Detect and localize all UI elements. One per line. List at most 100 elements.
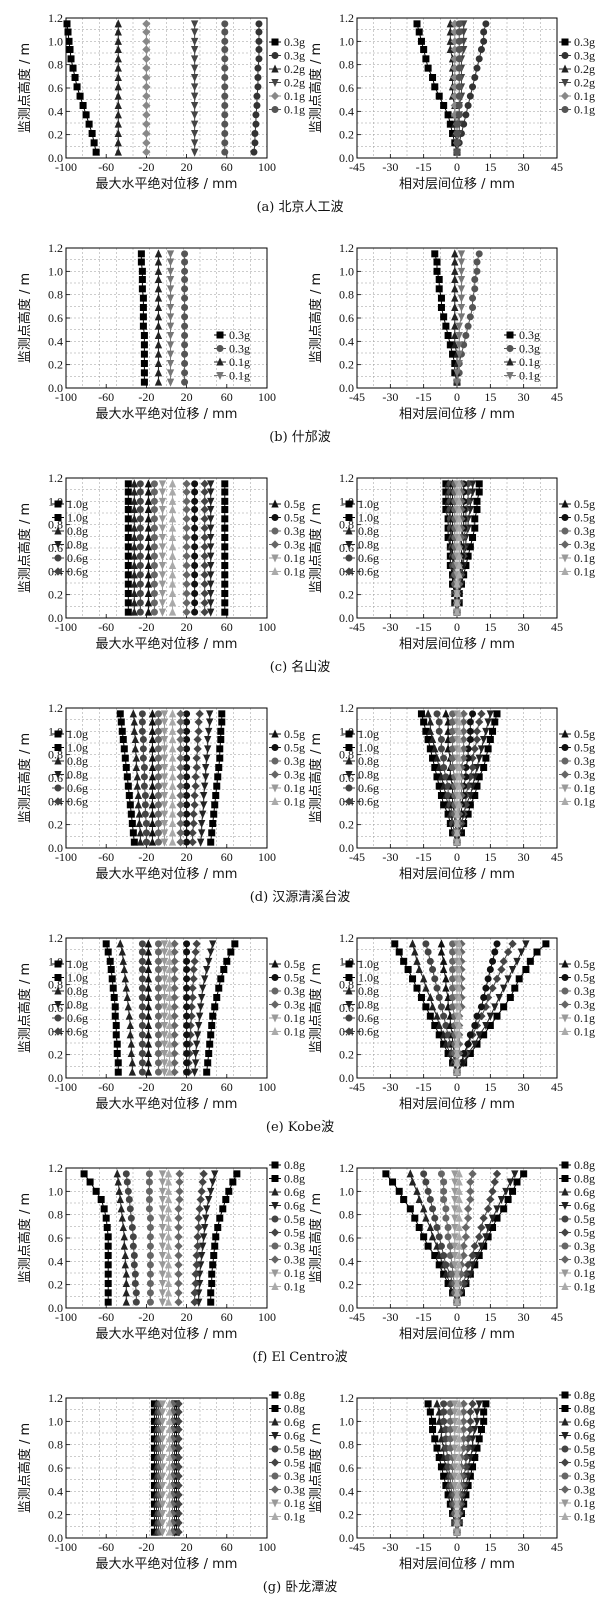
data-point bbox=[138, 948, 146, 956]
chart-panel-a-rel: -45 -30 -15 0 15 30 450.00.20.40.60.81.01.2相对层… bbox=[308, 11, 595, 192]
data-point bbox=[457, 250, 466, 259]
data-point bbox=[207, 838, 215, 846]
data-point bbox=[255, 28, 263, 36]
data-point bbox=[191, 608, 199, 616]
data-point bbox=[168, 717, 177, 726]
legend-entry: 0.6g bbox=[559, 1185, 595, 1199]
data-point bbox=[138, 1012, 146, 1020]
legend-swatch-marker bbox=[271, 566, 279, 576]
legend-label: 1.0g bbox=[67, 741, 88, 755]
data-point bbox=[482, 1021, 490, 1031]
data-point bbox=[209, 1012, 217, 1020]
x-tick-label: -15 bbox=[416, 620, 432, 634]
legend-entry: 0.3g bbox=[269, 49, 305, 63]
legend-label: 0.6g bbox=[358, 551, 379, 565]
data-point bbox=[139, 294, 147, 302]
data-point bbox=[130, 1252, 138, 1260]
legend-label: 0.5g bbox=[574, 741, 595, 755]
x-tick-label: -100 bbox=[55, 160, 77, 174]
data-point bbox=[455, 1407, 463, 1416]
series-0-5g-6 bbox=[144, 479, 153, 616]
x-tick-label: 60 bbox=[221, 160, 233, 174]
data-point bbox=[466, 718, 474, 726]
data-point bbox=[114, 72, 122, 81]
legend-entry: 0.1g bbox=[214, 355, 250, 369]
x-tick-label: 60 bbox=[221, 1310, 233, 1324]
legend-swatch-marker bbox=[270, 91, 280, 101]
data-point bbox=[204, 1059, 212, 1067]
data-point bbox=[469, 533, 477, 541]
legend-entry: 0.1g bbox=[559, 781, 595, 795]
legend-swatch-marker bbox=[561, 796, 569, 806]
x-axis-label: 最大水平绝对位移 / mm bbox=[96, 636, 238, 652]
y-tick-label: 0.0 bbox=[339, 611, 354, 625]
data-point bbox=[200, 505, 209, 514]
legend-swatch-marker bbox=[271, 1472, 279, 1480]
data-point bbox=[128, 819, 136, 827]
data-point bbox=[181, 285, 189, 293]
data-point bbox=[124, 543, 132, 551]
data-point bbox=[190, 120, 199, 129]
y-tick-label: 1.2 bbox=[48, 931, 63, 945]
data-point bbox=[511, 1170, 519, 1179]
data-point bbox=[154, 312, 163, 321]
series-0-5g-5 bbox=[174, 1399, 183, 1537]
data-point bbox=[176, 819, 185, 828]
data-point bbox=[469, 83, 477, 91]
legend-label: 0.8g bbox=[67, 768, 88, 782]
data-point bbox=[455, 1462, 463, 1471]
data-point bbox=[225, 1187, 233, 1195]
data-point bbox=[451, 1444, 459, 1453]
data-point bbox=[451, 1178, 459, 1187]
data-point bbox=[183, 1012, 191, 1020]
data-point bbox=[182, 561, 191, 570]
legend-label: 0.6g bbox=[67, 781, 88, 795]
data-point bbox=[76, 92, 84, 100]
legend-swatch-marker bbox=[344, 797, 354, 806]
x-tick-label: 20 bbox=[181, 620, 193, 634]
data-point bbox=[455, 37, 463, 45]
legend-entry: 0.5g bbox=[559, 1212, 595, 1226]
data-point bbox=[182, 487, 191, 497]
data-point bbox=[86, 1178, 94, 1186]
y-axis-label: 监测点高度 / m bbox=[17, 963, 33, 1053]
data-point bbox=[198, 993, 206, 1003]
data-point bbox=[114, 128, 122, 137]
data-point bbox=[168, 542, 177, 551]
data-point bbox=[209, 1178, 217, 1187]
series-0-6g-4 bbox=[136, 480, 144, 616]
legend-label: 0.5g bbox=[574, 1442, 595, 1456]
data-point bbox=[509, 1187, 517, 1195]
data-point bbox=[150, 608, 158, 616]
x-tick-label: -15 bbox=[416, 390, 432, 404]
data-point bbox=[158, 608, 167, 617]
data-point bbox=[158, 1519, 167, 1528]
legend-label: 0.5g bbox=[574, 727, 595, 741]
y-tick-label: 0.8 bbox=[48, 748, 63, 762]
data-point bbox=[453, 579, 461, 588]
data-point bbox=[182, 542, 191, 551]
data-point bbox=[417, 37, 425, 45]
data-point bbox=[183, 984, 191, 992]
data-point bbox=[440, 1187, 448, 1195]
data-point bbox=[170, 1040, 179, 1049]
x-tick-label: -30 bbox=[382, 1310, 398, 1324]
data-point bbox=[428, 1002, 437, 1011]
legend-swatch-marker bbox=[271, 51, 279, 59]
data-point bbox=[453, 378, 461, 387]
data-point bbox=[92, 148, 100, 156]
y-tick-label: 1.2 bbox=[48, 471, 63, 485]
data-point bbox=[148, 809, 157, 818]
x-tick-label: -45 bbox=[349, 620, 365, 634]
data-point bbox=[158, 1289, 167, 1298]
data-point bbox=[88, 130, 96, 138]
data-point bbox=[202, 773, 210, 782]
legend: 1.0g1.0g0.8g0.8g0.6g0.6g0.5g0.5g0.3g0.3g… bbox=[343, 497, 595, 579]
y-tick-label: 0.8 bbox=[48, 518, 63, 532]
x-axis-label: 相对层间位移 / mm bbox=[399, 407, 515, 422]
data-point bbox=[168, 753, 177, 762]
x-tick-label: 15 bbox=[484, 1310, 496, 1324]
legend-entry: 0.6g bbox=[52, 565, 88, 579]
data-point bbox=[132, 753, 141, 762]
data-point bbox=[455, 74, 463, 82]
